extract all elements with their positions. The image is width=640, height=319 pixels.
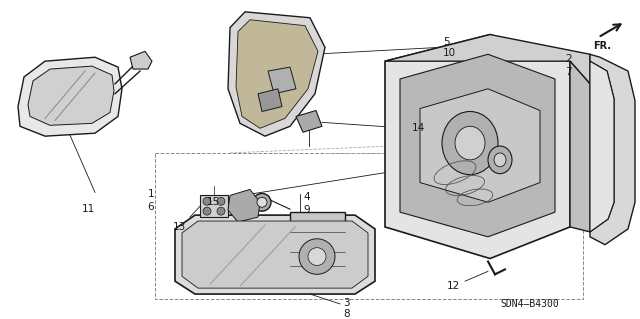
Text: 10: 10 <box>443 48 456 58</box>
Text: 3: 3 <box>343 298 349 308</box>
Polygon shape <box>236 20 318 128</box>
Bar <box>290 212 345 276</box>
Ellipse shape <box>257 197 267 207</box>
Ellipse shape <box>442 112 498 175</box>
Polygon shape <box>28 66 114 125</box>
Text: 5: 5 <box>443 37 450 48</box>
Polygon shape <box>182 221 368 288</box>
Ellipse shape <box>494 153 506 167</box>
Polygon shape <box>228 189 260 222</box>
Text: SDN4–B4300: SDN4–B4300 <box>500 299 559 309</box>
Polygon shape <box>296 110 322 132</box>
Text: 9: 9 <box>303 205 310 215</box>
Polygon shape <box>590 54 635 245</box>
Text: 11: 11 <box>81 204 95 214</box>
Ellipse shape <box>488 146 512 174</box>
Polygon shape <box>130 51 152 69</box>
Text: 1: 1 <box>147 189 154 199</box>
Polygon shape <box>175 215 375 294</box>
Ellipse shape <box>299 239 335 274</box>
Text: 7: 7 <box>565 67 572 77</box>
Polygon shape <box>400 54 555 237</box>
Ellipse shape <box>203 207 211 215</box>
Ellipse shape <box>455 126 485 160</box>
Ellipse shape <box>253 193 271 211</box>
Text: FR.: FR. <box>593 41 611 51</box>
Bar <box>155 153 583 299</box>
Ellipse shape <box>308 248 326 265</box>
Text: 6: 6 <box>147 202 154 212</box>
Ellipse shape <box>217 197 225 205</box>
Polygon shape <box>420 89 540 202</box>
Text: 8: 8 <box>343 309 349 319</box>
Text: 13: 13 <box>173 222 186 232</box>
Ellipse shape <box>217 207 225 215</box>
Polygon shape <box>590 61 614 232</box>
Polygon shape <box>385 34 570 258</box>
Polygon shape <box>268 67 296 94</box>
Ellipse shape <box>203 197 211 205</box>
Polygon shape <box>570 61 590 232</box>
Bar <box>200 195 228 217</box>
Polygon shape <box>258 89 282 112</box>
Text: 2: 2 <box>565 54 572 64</box>
Polygon shape <box>18 57 122 136</box>
Text: 12: 12 <box>447 281 460 291</box>
Polygon shape <box>385 34 590 84</box>
Text: 4: 4 <box>303 192 310 202</box>
Text: 14: 14 <box>412 123 425 133</box>
Polygon shape <box>228 12 325 136</box>
Text: 15: 15 <box>207 197 220 207</box>
